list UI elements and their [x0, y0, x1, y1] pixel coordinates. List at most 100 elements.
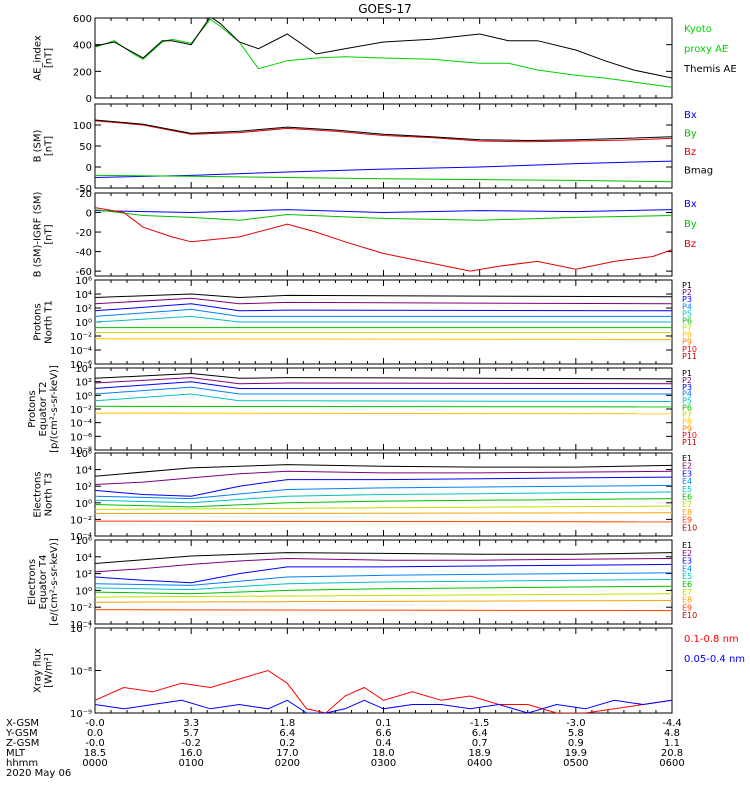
y-tick-label: 10⁻⁴	[70, 532, 92, 543]
legend-entry: P10	[682, 345, 697, 354]
x-axis-value: 1.8	[279, 718, 295, 729]
y-tick-label: 10⁴	[75, 553, 92, 564]
series-line-2	[95, 18, 672, 79]
y-tick-label: 10⁴	[75, 466, 92, 477]
x-axis-value: 5.8	[568, 728, 584, 739]
y-tick-label: 10⁻⁶	[70, 360, 92, 371]
series-line-9	[95, 520, 672, 523]
y-tick-label: 10⁶	[75, 536, 92, 547]
y-tick-label: 10⁴	[75, 364, 92, 375]
y-tick-label: 10⁰	[75, 318, 92, 329]
x-axis-value: 0500	[563, 758, 588, 769]
panel-frame	[94, 192, 673, 277]
legend-entry: P3	[682, 383, 692, 392]
series-group	[95, 18, 672, 88]
x-axis-value: 5.7	[183, 728, 199, 739]
x-axis-row-label: hhmm	[6, 758, 38, 769]
x-axis-row-label: X-GSM	[6, 718, 39, 729]
panel-4: 10⁻⁶ 10⁻⁴ 10⁻² 10⁰ 10² 10⁴ 10⁶ Protons North T1 P…	[33, 276, 698, 371]
y-tick-label: -60	[76, 267, 92, 278]
legend-entry: E2	[682, 462, 692, 471]
legend-entry: E3	[682, 469, 692, 478]
y-tick-label: 0	[86, 94, 92, 105]
legend-entry: P2	[682, 288, 692, 297]
series-line-4	[95, 308, 672, 317]
legend-entry: E3	[682, 557, 692, 566]
y-axis-label: Equator T2	[38, 382, 49, 437]
x-axis-value: 18.0	[372, 748, 394, 759]
legend-entry: P5	[682, 397, 692, 406]
panel-1: 0 200 400 600 AE_index [nT] Kyoto proxy AE Themi…	[33, 14, 737, 105]
y-axis-label: [p/(cm²-s-sr-keV)]	[49, 365, 60, 453]
legend-entry: P6	[682, 316, 692, 325]
y-axis-label: Xray flux	[33, 648, 44, 693]
series-line-3	[95, 381, 672, 389]
series-line-6	[95, 405, 672, 408]
legend-entry: P8	[682, 417, 692, 426]
y-tick-label: 10²	[75, 304, 92, 315]
legend-entry: E10	[682, 523, 697, 532]
y-tick-label: 400	[73, 41, 92, 52]
legend-entry: Bx	[684, 199, 697, 210]
series-line-5	[95, 315, 672, 323]
y-tick-label: 10⁶	[75, 276, 92, 287]
x-axis-value: 0.1	[376, 718, 392, 729]
series-line-2	[95, 699, 672, 713]
series-line-2	[95, 557, 672, 573]
y-tick-label: 10⁻⁷	[70, 624, 92, 635]
y-axis-label: [nT]	[44, 136, 55, 156]
y-tick-label: 10⁰	[75, 499, 92, 510]
x-axis-value: 18.5	[84, 748, 106, 759]
legend-entry: E2	[682, 549, 692, 558]
legend-entry: P1	[682, 281, 692, 290]
x-axis-value: 6.4	[279, 728, 295, 739]
series-line-1	[95, 464, 672, 477]
x-axis-value: -0.2	[181, 738, 201, 749]
y-tick-label: 10⁻⁴	[70, 419, 92, 430]
y-axis-label: [W/m²]	[44, 653, 55, 688]
panel-8: 10⁻⁹ 10⁻⁸ 10⁻⁷ Xray flux [W/m²] 0.1-0.8 nm 0.0…	[33, 624, 746, 720]
legend-entry: E5	[682, 485, 692, 494]
series-line-1	[95, 18, 672, 88]
series-line-3	[95, 303, 672, 312]
series-line-7	[95, 505, 672, 510]
legend-entry: P5	[682, 309, 692, 318]
date-label: 2020 May 06	[6, 768, 71, 779]
legend-entry: E8	[682, 508, 692, 517]
y-axis-label: North T1	[44, 300, 55, 344]
y-tick-label: -50	[76, 184, 92, 195]
legend-entry: E10	[682, 611, 697, 620]
legend-entry: P7	[682, 410, 692, 419]
y-tick-label: 0	[86, 209, 92, 220]
x-axis-value: 18.9	[469, 748, 491, 759]
x-axis-value: 0.0	[87, 728, 103, 739]
y-tick-label: 10⁰	[75, 391, 92, 402]
x-axis-value: 0200	[275, 758, 300, 769]
series-line-1	[95, 669, 672, 713]
x-axis-value: 0300	[371, 758, 396, 769]
x-axis-value: 16.0	[180, 748, 202, 759]
x-axis-value: -4.4	[662, 718, 682, 729]
x-axis-value: 4.8	[664, 728, 680, 739]
x-axis-table: X-GSMY-GSMZ-GSMMLThhmm-0.00.0-0.018.5000…	[5, 718, 685, 779]
legend-entry: P11	[682, 438, 697, 447]
legend-entry: E6	[682, 580, 692, 589]
y-tick-label: 200	[73, 67, 92, 78]
legend-entry: P11	[682, 352, 697, 361]
legend-entry: By	[684, 219, 697, 230]
series-line-5	[95, 393, 672, 402]
legend-entry: By	[684, 129, 697, 140]
series-group	[95, 119, 672, 183]
series-line-1	[95, 293, 672, 299]
x-axis-value: -3.0	[566, 718, 586, 729]
series-line-6	[95, 585, 672, 595]
legend-entry: E7	[682, 588, 692, 597]
panel-7: 10⁻⁴ 10⁻² 10⁰ 10² 10⁴ 10⁶ Electrons Equator T4[…	[27, 536, 697, 631]
legend-entry: P10	[682, 431, 697, 440]
x-axis-value: 0100	[178, 758, 203, 769]
y-tick-label: 10⁰	[75, 586, 92, 597]
x-axis-value: 0.9	[568, 738, 584, 749]
y-tick-label: 10⁶	[75, 449, 92, 460]
series-line-3	[95, 563, 672, 584]
